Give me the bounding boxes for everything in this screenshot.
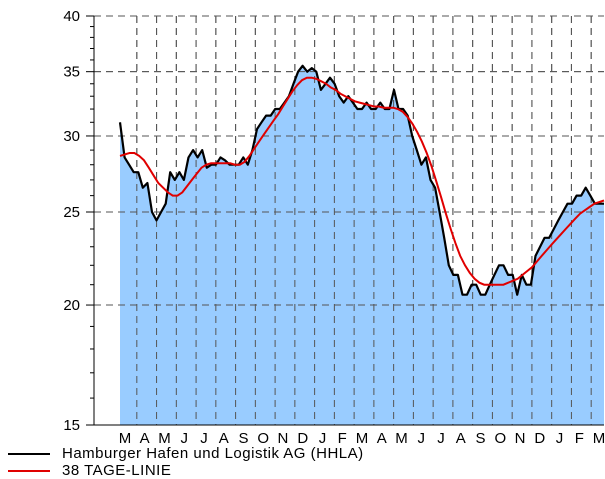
- x-tick-label: M: [119, 430, 132, 447]
- legend-label-38-tage-linie: 38 TAGE-LINIE: [62, 462, 172, 479]
- y-tick-label: 35: [63, 64, 80, 81]
- price-line: [118, 64, 604, 296]
- x-tick-label: M: [395, 430, 408, 447]
- x-tick-label: O: [494, 430, 506, 447]
- x-tick-label: A: [456, 430, 466, 447]
- x-tick-label: J: [418, 430, 426, 447]
- legend-label-hhla: Hamburger Hafen und Logistik AG (HHLA): [62, 445, 364, 462]
- x-tick-label: F: [338, 430, 347, 447]
- moving-average-line: [119, 76, 605, 286]
- x-tick-label: M: [593, 430, 605, 447]
- series-layer: [94, 15, 605, 426]
- x-tick-label: J: [200, 430, 208, 447]
- x-tick-label: J: [319, 430, 327, 447]
- x-tick-label: N: [515, 430, 526, 447]
- legend-item-hhla: Hamburger Hafen und Logistik AG (HHLA): [8, 445, 364, 462]
- x-tick-label: M: [158, 430, 171, 447]
- y-tick-label: 40: [63, 8, 80, 25]
- x-tick-label: J: [180, 430, 188, 447]
- y-tick-label: 15: [63, 417, 80, 434]
- grid-overlay: [94, 15, 604, 425]
- x-tick-label: M: [356, 430, 369, 447]
- x-tick-label: A: [377, 430, 387, 447]
- x-tick-label: N: [278, 430, 289, 447]
- x-tick-label: A: [219, 430, 229, 447]
- legend-item-38-tage-linie: 38 TAGE-LINIE: [8, 462, 171, 479]
- y-tick-label: 20: [63, 297, 80, 314]
- y-tick-label: 30: [63, 128, 80, 145]
- x-tick-label: A: [140, 430, 150, 447]
- x-tick-label: J: [437, 430, 445, 447]
- x-tick-label: S: [476, 430, 486, 447]
- legend-swatch-38-tage-linie: [8, 470, 50, 473]
- x-tick-label: J: [556, 430, 564, 447]
- y-axis-ticks: 15 20 25 30 35 40: [63, 8, 94, 434]
- y-tick-label: 25: [63, 204, 80, 221]
- price-area: [120, 65, 604, 426]
- x-tick-label: D: [534, 430, 545, 447]
- x-tick-label: F: [575, 430, 584, 447]
- x-tick-label: O: [257, 430, 269, 447]
- legend-swatch-hhla: [8, 453, 50, 456]
- x-tick-label: D: [297, 430, 308, 447]
- x-tick-label: S: [238, 430, 248, 447]
